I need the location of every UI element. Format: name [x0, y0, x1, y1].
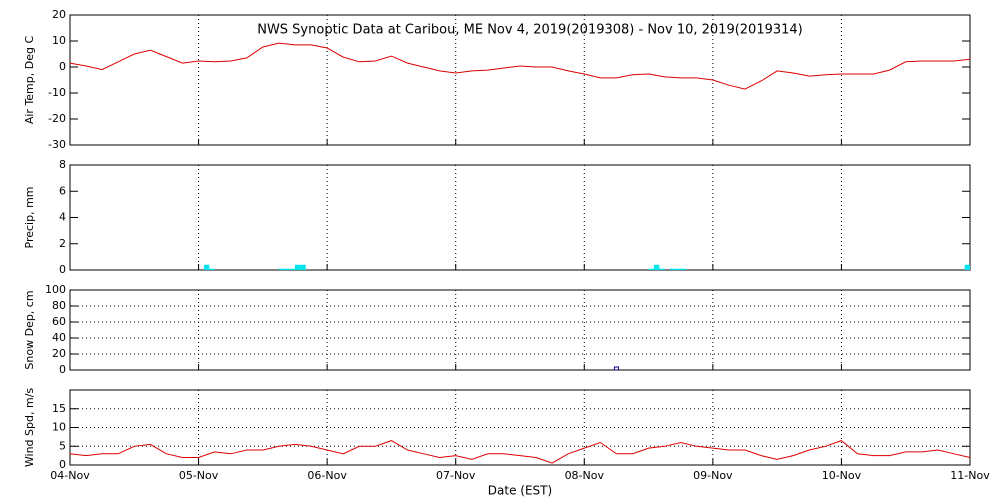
data-line: [69, 42, 971, 90]
y-tick-label: 10: [52, 34, 66, 47]
point: [613, 366, 619, 371]
x-axis-label: Date (EST): [488, 484, 552, 498]
x-tick-label: 09-Nov: [693, 469, 733, 482]
bar: [964, 264, 970, 270]
bar: [209, 268, 215, 270]
x-tick-label: 08-Nov: [565, 469, 605, 482]
plot-frame: [69, 164, 971, 271]
y-tick-label: 40: [52, 331, 66, 344]
x-tick-label: 05-Nov: [179, 469, 219, 482]
chart-title: NWS Synoptic Data at Caribou, ME Nov 4, …: [257, 23, 803, 38]
y-tick-label: 4: [59, 211, 66, 224]
x-tick-label: 06-Nov: [307, 469, 347, 482]
y-tick-label: 80: [52, 299, 66, 312]
y-tick-label: 20: [52, 347, 66, 360]
y-tick-label: 100: [45, 283, 66, 296]
y-tick-label: -30: [48, 138, 66, 151]
bar: [675, 268, 681, 270]
x-tick-label: 07-Nov: [436, 469, 476, 482]
bar: [203, 264, 210, 270]
y-tick-label: 15: [52, 402, 66, 415]
y-tick-label: 20: [52, 8, 66, 21]
bar: [284, 268, 290, 270]
y-tick-label: 10: [52, 421, 66, 434]
bar: [278, 268, 285, 270]
plot-frame: [69, 289, 971, 371]
bar: [289, 268, 295, 270]
bar: [680, 268, 687, 270]
y-tick-label: 2: [59, 237, 66, 250]
y-tick-label: 5: [59, 439, 66, 452]
x-tick-label: 11-Nov: [950, 469, 990, 482]
x-tick-label: 10-Nov: [822, 469, 862, 482]
y-tick-label: -20: [48, 112, 66, 125]
bar: [300, 264, 306, 270]
y-tick-label: 8: [59, 158, 66, 171]
x-tick-label: 04-Nov: [50, 469, 90, 482]
y-tick-label: -10: [48, 86, 66, 99]
y-tick-label: 0: [59, 458, 66, 471]
y-axis-label: Wind Spd, m/s: [23, 388, 36, 468]
plot-frame: [69, 14, 971, 146]
bar: [295, 264, 301, 270]
y-tick-label: 0: [59, 263, 66, 276]
bar: [648, 268, 654, 270]
y-axis-label: Snow Dep, cm: [23, 290, 36, 369]
bar: [659, 268, 665, 270]
bar: [653, 264, 660, 270]
bar: [670, 268, 676, 270]
y-axis-label: Air Temp, Deg C: [23, 36, 36, 125]
y-axis-label: Precip, mm: [23, 187, 36, 249]
y-tick-label: 0: [59, 363, 66, 376]
y-tick-label: 0: [59, 60, 66, 73]
y-tick-label: 60: [52, 315, 66, 328]
data-line: [69, 440, 971, 464]
y-tick-label: 6: [59, 184, 66, 197]
